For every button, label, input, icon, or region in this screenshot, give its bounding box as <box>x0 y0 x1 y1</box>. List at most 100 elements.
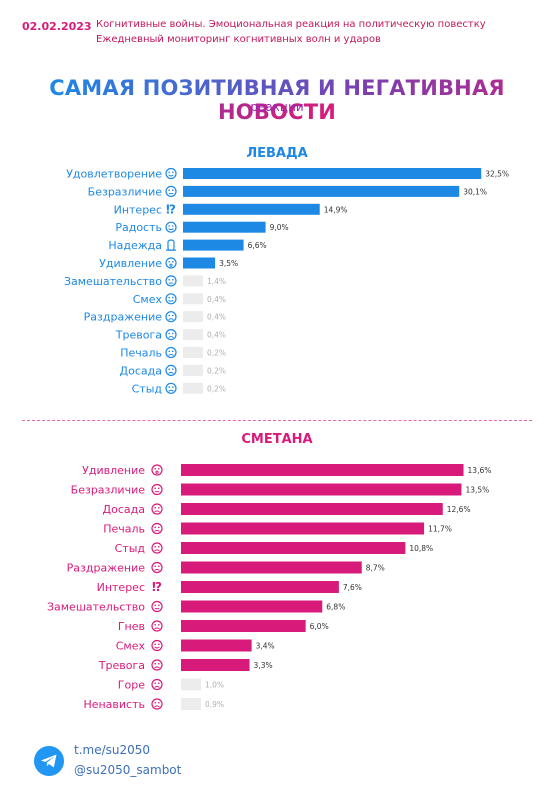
smile-icon <box>165 167 177 180</box>
category-label: Удовлетворение <box>66 168 162 181</box>
chart-title-smetana: СМЕТАНА <box>241 432 313 447</box>
angry-face-icon <box>151 561 163 574</box>
category-label: Гнев <box>118 620 145 633</box>
shame-face-icon <box>165 382 177 394</box>
value-label: 0,2% <box>207 349 226 358</box>
bar-7 <box>181 581 339 593</box>
value-label: 0,9% <box>205 700 224 709</box>
grief-face-icon <box>151 678 163 691</box>
value-label: 1,0% <box>205 681 224 690</box>
value-label: 12,6% <box>447 505 471 514</box>
value-label: 3,5% <box>219 259 238 268</box>
angry-face-icon <box>165 311 177 323</box>
category-label: Досада <box>103 503 145 516</box>
bar-3 <box>181 503 443 515</box>
value-label: 0,2% <box>207 384 226 393</box>
value-label: 7,6% <box>343 583 362 592</box>
worried-face-icon <box>165 329 177 341</box>
bar-5 <box>183 239 244 251</box>
category-label: Печаль <box>120 347 162 360</box>
page-title-text: САМАЯ ПОЗИТИВНАЯ И НЕГАТИВНАЯ НОВОСТИ <box>49 76 505 124</box>
category-label: Замешательство <box>47 601 145 614</box>
bar-5 <box>181 542 406 554</box>
telegram-icon[interactable] <box>34 746 64 776</box>
value-label: 30,1% <box>463 187 487 196</box>
bar-4 <box>181 522 425 535</box>
svg-text:⁉: ⁉ <box>166 202 176 216</box>
category-label: Стыд <box>115 542 146 555</box>
bar-9 <box>181 620 306 632</box>
bar-6 <box>183 257 216 269</box>
bar-1 <box>181 464 464 476</box>
value-label: 6,0% <box>310 622 329 631</box>
section-divider <box>22 420 532 421</box>
bar-3 <box>183 203 320 215</box>
category-label: Замешательство <box>64 275 162 288</box>
laugh-face-icon <box>165 293 177 305</box>
value-label: 0,2% <box>207 366 226 375</box>
value-label: 32,5% <box>485 170 509 179</box>
levada-bar-chart: Удовлетворение 32,5% Безразличие 30,1% Интер… <box>64 167 509 396</box>
laugh-face-icon <box>151 639 163 652</box>
hope-icon <box>166 239 176 251</box>
value-label: 10,8% <box>409 544 433 553</box>
value-label: 14,9% <box>324 205 348 214</box>
telegram-link[interactable]: t.me/su2050 <box>74 743 151 757</box>
value-label: 13,6% <box>468 466 492 475</box>
exclaim-question-icon: ⁉ <box>166 202 176 216</box>
sad-face-icon <box>165 346 177 359</box>
value-label: 6,6% <box>248 241 267 250</box>
footer: t.me/su2050 @su2050_sambot <box>34 742 334 782</box>
bar-10 <box>181 639 252 652</box>
subtitle-line-1: Когнитивные войны. Эмоциональная реакция… <box>96 19 486 30</box>
worried-face-icon <box>151 659 163 671</box>
bar-6 <box>181 561 362 574</box>
value-label: 3,4% <box>256 642 275 651</box>
chart-title-levada: ЛЕВАДА <box>246 146 308 161</box>
category-label: Ненависть <box>83 698 145 711</box>
category-label: Печаль <box>103 523 145 536</box>
bar-13 <box>181 698 201 710</box>
page-title: САМАЯ ПОЗИТИВНАЯ И НЕГАТИВНАЯ НОВОСТИ <box>0 76 554 124</box>
category-label: Интерес <box>97 581 145 594</box>
category-label: Надежда <box>108 239 162 252</box>
rage-face-icon <box>151 620 163 632</box>
category-label: Безразличие <box>88 185 163 198</box>
bar-8 <box>181 600 323 613</box>
bar-9 <box>183 311 203 323</box>
bar-10 <box>183 329 203 341</box>
telegram-bot-link[interactable]: @su2050_sambot <box>74 763 182 777</box>
value-label: 13,5% <box>465 486 489 495</box>
exclaim-question-icon: ⁉ <box>152 580 162 594</box>
value-label: 1,4% <box>207 277 226 286</box>
category-label: Тревога <box>115 329 162 342</box>
category-label: Тревога <box>98 659 145 672</box>
page-subtitle: реакции <box>250 100 304 114</box>
neutral-face-icon <box>151 483 163 496</box>
bar-11 <box>183 347 203 358</box>
value-label: 6,8% <box>326 603 345 612</box>
annoyed-face-icon <box>165 364 177 376</box>
value-label: 8,7% <box>366 564 385 573</box>
smetana-bar-chart: Удивление 13,6% Безразличие 13,5% Досада 12,6… <box>47 464 492 711</box>
bar-1 <box>183 168 482 179</box>
category-label: Горе <box>118 679 145 692</box>
sad-face-icon <box>151 522 163 535</box>
annoyed-face-icon <box>151 503 163 515</box>
category-label: Раздражение <box>84 311 163 324</box>
report-subtitle: Когнитивные войны. Эмоциональная реакция… <box>96 17 486 47</box>
header: 02.02.2023 Когнитивные войны. Эмоциональ… <box>0 0 554 60</box>
bar-2 <box>181 483 462 496</box>
bar-13 <box>183 382 203 394</box>
category-label: Удивление <box>82 464 145 477</box>
value-label: 0,4% <box>207 313 226 322</box>
category-label: Радость <box>115 221 162 234</box>
value-label: 0,4% <box>207 295 226 304</box>
bar-12 <box>181 678 201 691</box>
category-label: Досада <box>120 364 162 377</box>
surprise-face-icon <box>151 464 163 476</box>
category-label: Смех <box>116 640 146 653</box>
value-label: 9,0% <box>270 223 289 232</box>
shame-face-icon <box>151 542 163 554</box>
bar-12 <box>183 364 203 376</box>
